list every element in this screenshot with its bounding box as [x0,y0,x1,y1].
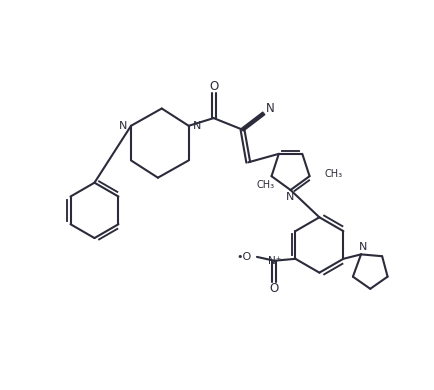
Text: CH₃: CH₃ [256,180,274,190]
Text: N⁺: N⁺ [267,256,280,266]
Text: O: O [209,80,218,93]
Text: N: N [265,102,274,115]
Text: O: O [269,282,278,295]
Text: N: N [192,121,201,131]
Text: N: N [358,243,366,252]
Text: N: N [118,121,127,131]
Text: CH₃: CH₃ [323,169,342,179]
Text: •O: •O [235,252,250,262]
Text: N: N [286,191,294,202]
